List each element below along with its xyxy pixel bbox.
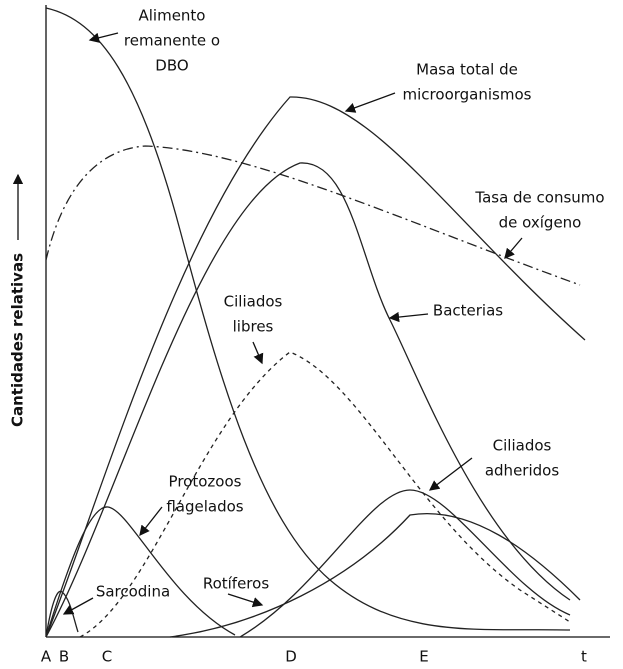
curve-label: microorganismos [403,86,532,104]
y-axis-label: Cantidades relativas [9,253,27,427]
x-label: C [102,648,112,666]
arrows [12,32,523,615]
axes [45,5,610,638]
curve-label: Alimento [138,7,205,25]
curve-label: Rotíferos [203,575,269,593]
curve-label: Ciliados [224,293,283,311]
curve-label: Ciliados [493,437,552,455]
curve-label: flagelados [166,498,243,516]
curve-label: remanente o [124,32,220,50]
x-label: D [285,648,297,666]
curve-label: Protozoos [169,473,242,491]
curve-label: adheridos [485,462,559,480]
curve-label: Sarcodina [96,583,170,601]
x-label: t [581,648,587,666]
x-label: E [419,648,428,666]
curves [45,7,586,638]
curve-label: Bacterias [433,302,503,320]
curve-label: Tasa de consumo [474,189,604,207]
curve-label: Masa total de [416,61,518,79]
curve-label: libres [233,318,274,336]
curve-label: DBO [155,57,188,75]
x-label: B [59,648,69,666]
x-label: A [41,648,52,666]
curve-label: de oxígeno [499,214,582,232]
